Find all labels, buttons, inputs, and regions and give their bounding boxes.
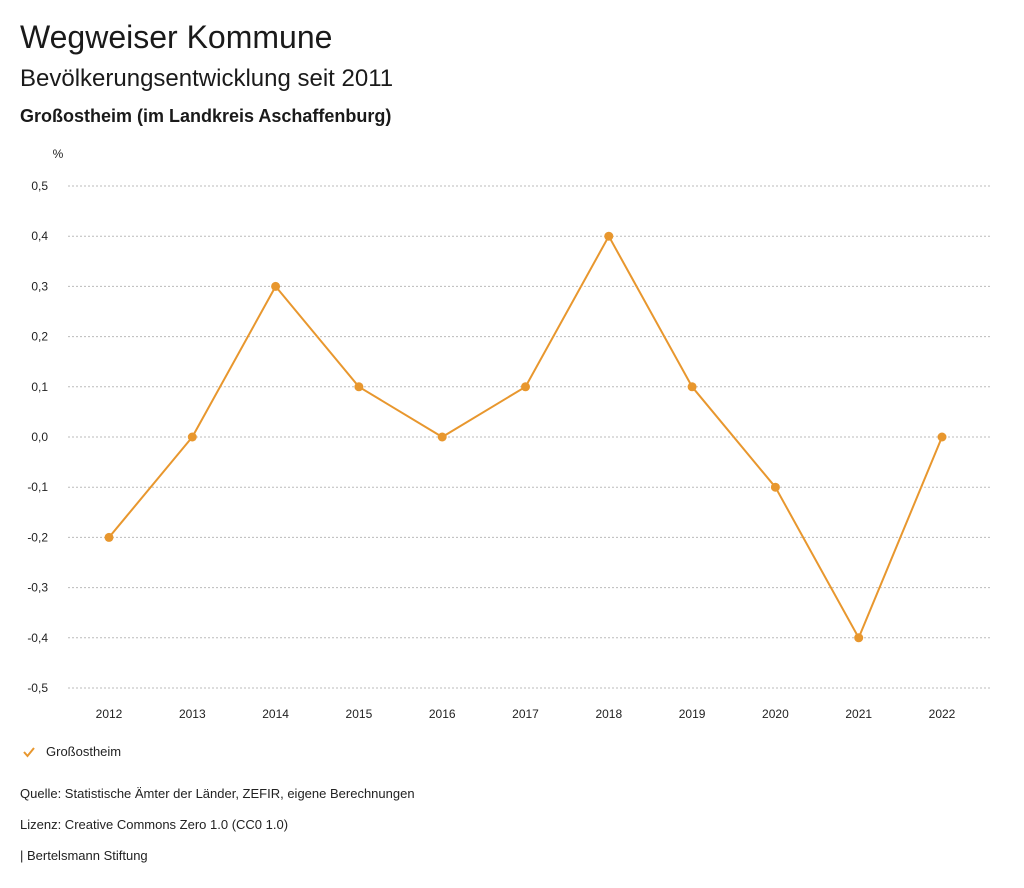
y-tick-label: 0,0 — [31, 430, 48, 444]
chart-subtitle: Bevölkerungsentwicklung seit 2011 — [20, 65, 394, 92]
legend-label: Großostheim — [46, 744, 122, 759]
data-point[interactable] — [604, 231, 614, 241]
grid-lines — [68, 185, 990, 689]
x-tick-label: 2020 — [762, 707, 789, 721]
y-axis: 0,5 0,4 0,3 0,2 0,1 0,0 -0,1 -0,2 -0,3 -0,4 -0,5 — [27, 179, 48, 695]
data-point[interactable] — [521, 382, 530, 392]
region-title: Großostheim (im Landkreis Aschaffenburg) — [20, 106, 392, 126]
y-tick-label: -0,2 — [27, 530, 48, 544]
x-tick-label: 2019 — [679, 707, 706, 721]
line-chart: % 0,5 0,4 0,3 0,2 0,1 0,0 -0,1 -0,2 -0,3 -0,4 -0,5… — [27, 147, 990, 721]
publisher-note: | Bertelsmann Stiftung — [20, 848, 148, 863]
data-point[interactable] — [271, 281, 281, 291]
y-tick-label: 0,2 — [31, 330, 48, 344]
checkmark-icon — [23, 746, 35, 758]
x-tick-label: 2022 — [929, 707, 956, 721]
y-tick-label: 0,4 — [31, 229, 48, 243]
x-tick-label: 2016 — [429, 707, 456, 721]
data-point[interactable] — [104, 532, 114, 542]
data-point[interactable] — [770, 482, 780, 492]
data-point[interactable] — [354, 382, 364, 392]
x-axis: 2012 2013 2014 2015 2016 2017 2018 2019 2020 2021… — [96, 707, 956, 721]
y-tick-label: 0,3 — [31, 279, 48, 293]
y-tick-label: 0,5 — [31, 179, 48, 193]
y-axis-unit-label: % — [53, 147, 64, 161]
series-grossostheim — [104, 231, 947, 643]
x-tick-label: 2013 — [179, 707, 206, 721]
x-tick-label: 2014 — [262, 707, 289, 721]
data-point[interactable] — [687, 382, 697, 392]
y-tick-label: -0,1 — [27, 480, 48, 494]
y-tick-label: 0,1 — [31, 380, 48, 394]
page-title: Wegweiser Kommune — [20, 19, 333, 55]
x-tick-label: 2012 — [96, 707, 123, 721]
x-tick-label: 2021 — [845, 707, 872, 721]
x-tick-label: 2018 — [595, 707, 622, 721]
y-tick-label: -0,3 — [27, 581, 48, 595]
legend[interactable]: Großostheim — [22, 744, 121, 759]
y-tick-label: -0,4 — [27, 631, 48, 645]
data-point[interactable] — [437, 432, 447, 442]
x-tick-label: 2017 — [512, 707, 539, 721]
source-note: Quelle: Statistische Ämter der Länder, Z… — [20, 786, 415, 801]
data-point[interactable] — [937, 432, 947, 442]
data-point[interactable] — [854, 633, 864, 643]
data-point[interactable] — [187, 432, 197, 442]
y-tick-label: -0,5 — [27, 681, 48, 695]
license-note: Lizenz: Creative Commons Zero 1.0 (CC0 1… — [20, 817, 289, 832]
x-tick-label: 2015 — [346, 707, 373, 721]
